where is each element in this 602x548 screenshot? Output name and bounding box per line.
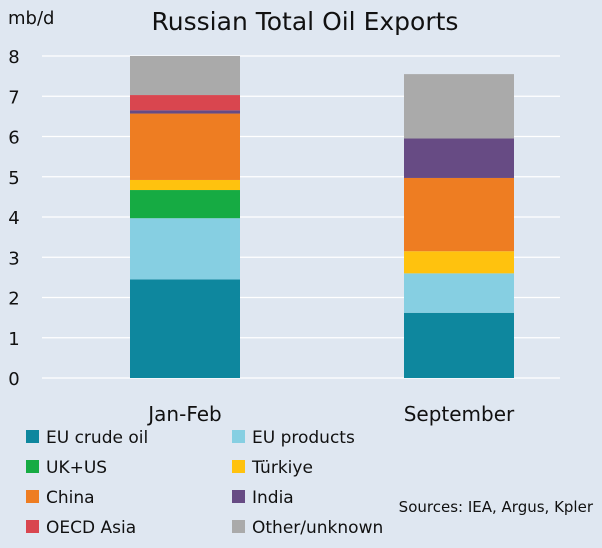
legend-item: OECD Asia [26,518,136,538]
legend-label: China [46,488,95,508]
legend-swatch [232,460,245,473]
legend-swatch [26,460,39,473]
bar-stack-0 [130,56,240,378]
bar-segment [130,95,240,111]
legend-item: Türkiye [232,458,313,478]
y-tick-label: 1 [8,329,19,350]
y-tick-label: 8 [8,47,19,68]
bar-segment [130,279,240,378]
legend-swatch [26,490,39,503]
sources-annotation: Sources: IEA, Argus, Kpler [399,498,594,516]
bar-segment [404,273,514,313]
legend-item: UK+US [26,458,107,478]
y-tick-label: 4 [8,208,19,229]
bar-segment [130,218,240,280]
bars [130,56,514,378]
gridlines [42,55,560,379]
legend-swatch [26,430,39,443]
x-tick-label: September [404,402,515,426]
bar-segment [404,74,514,139]
bar-stack-1 [404,74,514,378]
legend-swatch [26,520,39,533]
legend: EU crude oil EU products UK+US Türkiye China… [26,428,383,538]
legend-label: India [252,488,294,508]
legend-swatch [232,430,245,443]
bar-segment [130,190,240,219]
legend-label: OECD Asia [46,518,136,538]
bar-segment [130,56,240,96]
chart-title: Russian Total Oil Exports [152,7,459,36]
legend-label: EU products [252,428,355,448]
y-tick-label: 5 [8,168,19,189]
y-tick-labels: 0 1 2 3 4 5 6 7 8 [8,47,19,390]
bar-segment [404,312,514,378]
legend-label: UK+US [46,458,107,478]
x-tick-labels: Jan-Feb September [146,402,515,426]
y-tick-label: 7 [8,87,19,108]
bar-segment [404,177,514,252]
legend-item: India [232,488,294,508]
y-tick-label: 2 [8,289,19,310]
bar-segment [130,179,240,191]
legend-label: EU crude oil [46,428,148,448]
legend-item: EU products [232,428,355,448]
legend-label: Türkiye [251,458,313,478]
x-tick-label: Jan-Feb [146,402,221,426]
bar-segment [130,113,240,180]
legend-label: Other/unknown [252,518,383,538]
legend-swatch [232,520,245,533]
y-axis-label: mb/d [8,8,54,29]
bar-segment [130,110,240,114]
legend-item: EU crude oil [26,428,148,448]
y-tick-label: 0 [8,369,19,390]
bar-segment [404,251,514,274]
legend-swatch [232,490,245,503]
y-tick-label: 6 [8,128,19,149]
y-tick-label: 3 [8,248,19,269]
legend-item: Other/unknown [232,518,383,538]
legend-item: China [26,488,95,508]
bar-segment [404,138,514,178]
